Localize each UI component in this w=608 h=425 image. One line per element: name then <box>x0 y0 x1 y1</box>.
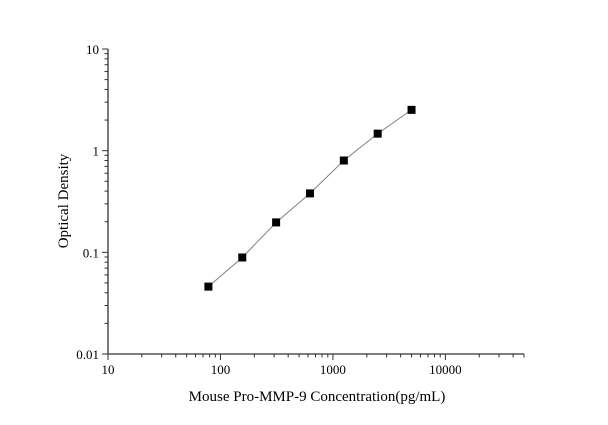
y-tick-label: 0.1 <box>83 245 99 260</box>
data-point-marker <box>407 105 416 114</box>
data-point-marker <box>204 282 213 291</box>
data-point-marker <box>305 189 314 198</box>
x-tick-label: 10 <box>102 362 115 377</box>
data-point-marker <box>373 129 382 138</box>
x-tick-label: 1000 <box>320 362 346 377</box>
y-axis-label: Optical Density <box>56 153 72 248</box>
x-ticks: 10 100 1000 10000 <box>102 354 525 377</box>
data-point-marker <box>272 218 281 227</box>
y-tick-label: 0.01 <box>76 347 99 362</box>
y-tick-label: 10 <box>86 42 99 57</box>
y-tick-label: 1 <box>93 144 100 159</box>
axes <box>107 49 524 355</box>
y-ticks: 0.01 0.1 1 10 <box>76 42 108 362</box>
x-tick-label: 100 <box>211 362 231 377</box>
plot-area <box>204 105 416 291</box>
x-axis-label: Mouse Pro-MMP-9 Concentration(pg/mL) <box>189 389 446 405</box>
data-point-marker <box>339 156 348 165</box>
x-tick-label: 10000 <box>429 362 462 377</box>
data-point-marker <box>238 253 247 262</box>
